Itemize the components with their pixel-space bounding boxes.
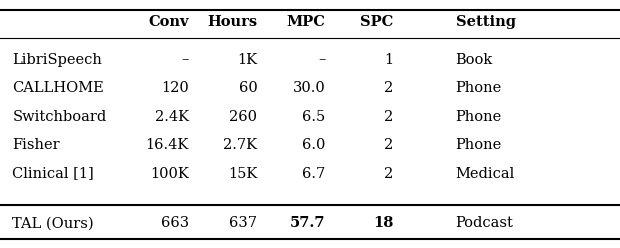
Text: 2.7K: 2.7K	[223, 138, 257, 152]
Text: 100K: 100K	[150, 167, 189, 181]
Text: 30.0: 30.0	[293, 81, 326, 95]
Text: Phone: Phone	[456, 138, 502, 152]
Text: 1: 1	[384, 53, 394, 66]
Text: CALLHOME: CALLHOME	[12, 81, 104, 95]
Text: 6.7: 6.7	[303, 167, 326, 181]
Text: Podcast: Podcast	[456, 216, 513, 230]
Text: 2.4K: 2.4K	[155, 110, 189, 124]
Text: 120: 120	[161, 81, 189, 95]
Text: 16.4K: 16.4K	[146, 138, 189, 152]
Text: Setting: Setting	[456, 15, 516, 29]
Text: 1K: 1K	[237, 53, 257, 66]
Text: Medical: Medical	[456, 167, 515, 181]
Text: 18: 18	[373, 216, 394, 230]
Text: 260: 260	[229, 110, 257, 124]
Text: 663: 663	[161, 216, 189, 230]
Text: 2: 2	[384, 110, 394, 124]
Text: SPC: SPC	[360, 15, 394, 29]
Text: 15K: 15K	[228, 167, 257, 181]
Text: 2: 2	[384, 138, 394, 152]
Text: 637: 637	[229, 216, 257, 230]
Text: 60: 60	[239, 81, 257, 95]
Text: –: –	[182, 53, 189, 66]
Text: LibriSpeech: LibriSpeech	[12, 53, 102, 66]
Text: Phone: Phone	[456, 110, 502, 124]
Text: Switchboard: Switchboard	[12, 110, 107, 124]
Text: Phone: Phone	[456, 81, 502, 95]
Text: Conv: Conv	[149, 15, 189, 29]
Text: MPC: MPC	[286, 15, 326, 29]
Text: Hours: Hours	[207, 15, 257, 29]
Text: 6.5: 6.5	[303, 110, 326, 124]
Text: 2: 2	[384, 81, 394, 95]
Text: 2: 2	[384, 167, 394, 181]
Text: Fisher: Fisher	[12, 138, 60, 152]
Text: Clinical [1]: Clinical [1]	[12, 167, 94, 181]
Text: 6.0: 6.0	[302, 138, 326, 152]
Text: TAL (Ours): TAL (Ours)	[12, 216, 94, 230]
Text: –: –	[318, 53, 326, 66]
Text: Book: Book	[456, 53, 493, 66]
Text: 57.7: 57.7	[290, 216, 326, 230]
